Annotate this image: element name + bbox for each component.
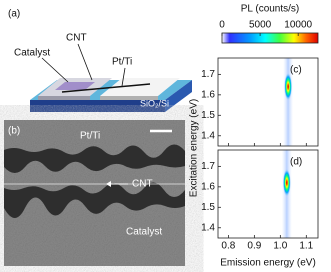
- panel-label: (a): [8, 9, 20, 20]
- x-tick-label: 1.0: [273, 241, 287, 252]
- y-tick-label: 1.6: [201, 89, 215, 100]
- colorbar-title: PL (counts/s): [241, 4, 300, 15]
- y-tick-label: 1.5: [201, 202, 215, 213]
- emission-streak: [283, 58, 294, 146]
- y-tick-label: 1.5: [201, 110, 215, 121]
- sem-image: [4, 120, 185, 266]
- colorbar-tick-label: 0: [219, 20, 225, 31]
- y-tick-label: 1.4: [201, 222, 215, 233]
- device-schematic: [30, 43, 192, 112]
- y-tick-label: 1.7: [201, 161, 215, 172]
- electrode-label: Pt/Ti: [112, 57, 132, 68]
- plot-frame: [217, 149, 319, 239]
- colorbar: [221, 32, 319, 44]
- electrode-label: Pt/Ti: [80, 131, 100, 142]
- x-tick-label: 1.1: [299, 241, 313, 252]
- plot-frame: [217, 57, 319, 147]
- x-axis-label: Emission energy (eV): [220, 258, 316, 269]
- y-tick-label: 1.7: [201, 69, 215, 80]
- colorbar-tick-label: 10000: [284, 20, 312, 31]
- x-tick-label: 0.8: [221, 241, 235, 252]
- y-axis-label: Excitation energy (eV): [189, 99, 200, 197]
- y-tick-label: 1.6: [201, 181, 215, 192]
- panel-label: (d): [290, 157, 302, 168]
- catalyst-label: Catalyst: [126, 227, 162, 238]
- cnt-label: CNT: [132, 179, 153, 190]
- substrate-label: SiO₂/Si: [140, 98, 169, 108]
- catalyst-label: Catalyst: [14, 48, 50, 59]
- panel-label: (b): [8, 126, 20, 137]
- y-tick-label: 1.4: [201, 130, 215, 141]
- pl-peak: [282, 168, 291, 197]
- x-tick-label: 0.9: [247, 241, 261, 252]
- pl-peak: [284, 72, 293, 101]
- cnt-label: CNT: [66, 33, 87, 44]
- colorbar-tick-label: 5000: [249, 20, 272, 31]
- panel-label: (c): [290, 65, 302, 76]
